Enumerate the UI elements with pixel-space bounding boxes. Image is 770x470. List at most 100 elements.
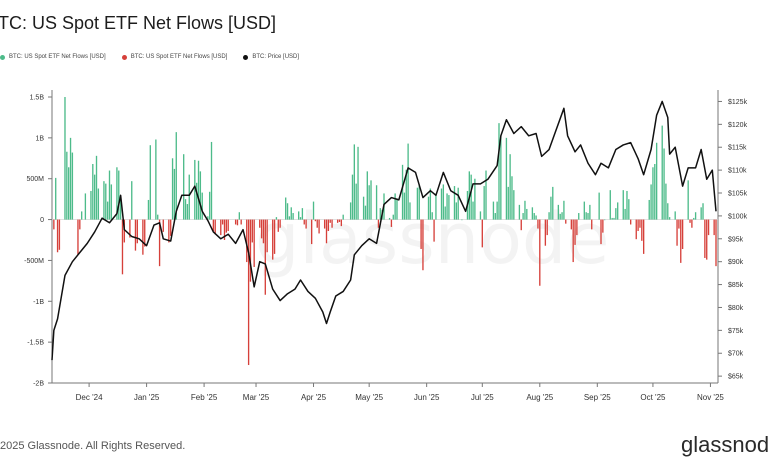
outflow-bar <box>572 219 574 263</box>
inflow-bar <box>552 186 554 220</box>
inflow-bar <box>694 212 697 220</box>
inflow-bar <box>93 174 96 220</box>
inflow-bar <box>394 193 396 220</box>
inflow-bar <box>286 203 289 220</box>
inflow-bar <box>622 190 624 220</box>
legend-label-price: BTC: Price [USD] <box>252 54 300 60</box>
outflow-bar <box>630 219 632 225</box>
outflow-bar <box>264 219 266 295</box>
x-tick-label: Feb '25 <box>191 393 218 402</box>
outflow-bar <box>635 219 637 240</box>
inflow-bar <box>66 151 68 220</box>
y-left-tick-label: 1B <box>35 135 44 142</box>
inflow-bar <box>84 193 87 220</box>
outflow-bar <box>158 219 161 267</box>
inflow-bar <box>131 181 133 220</box>
inflow-bar <box>110 184 113 220</box>
inflow-bar <box>299 217 302 220</box>
inflow-bar <box>55 177 57 220</box>
inflow-bar <box>155 139 157 220</box>
inflow-bar <box>557 204 560 220</box>
inflow-bar <box>349 202 352 220</box>
inflow-bar <box>210 141 213 220</box>
outflow-bar <box>544 219 547 246</box>
inflow-bar <box>559 213 561 220</box>
legend-item-price[interactable]: BTC: Price [USD] <box>243 54 299 60</box>
outflow-bar <box>134 219 137 251</box>
inflow-bar <box>407 143 409 220</box>
inflow-bar <box>238 212 240 220</box>
glassnode-logo[interactable]: glassnod <box>681 432 770 457</box>
y-right-tick-label: $70k <box>728 351 744 358</box>
inflow-bar <box>615 208 617 220</box>
y-left-tick-label: -1.5B <box>27 340 44 347</box>
outflow-bar <box>327 219 330 232</box>
outflow-bar <box>642 219 645 254</box>
inflow-bar <box>353 144 355 220</box>
inflow-bar <box>290 207 292 220</box>
inflow-bar <box>119 197 122 220</box>
inflow-bar <box>700 207 702 220</box>
legend-item-positive-flows[interactable]: BTC: US Spot ETF Net Flows [USD] <box>0 54 106 60</box>
outflow-bar <box>136 219 138 244</box>
inflow-bar <box>351 174 354 220</box>
inflow-bar <box>446 193 448 220</box>
inflow-bar <box>106 201 109 220</box>
inflow-bar <box>522 213 524 220</box>
inflow-bar <box>81 211 83 220</box>
outflow-bar <box>123 219 126 243</box>
inflow-bar <box>687 180 689 220</box>
inflow-bar <box>375 185 378 220</box>
inflow-bar <box>457 187 459 220</box>
inflow-bar <box>474 178 476 220</box>
inflow-bar <box>312 201 315 220</box>
x-tick-label: Jan '25 <box>134 393 160 402</box>
inflow-bar <box>585 212 587 220</box>
legend-item-negative-flows[interactable]: BTC: US Spot ETF Net Flows [USD] <box>121 54 227 60</box>
outflow-bar <box>377 219 380 228</box>
outflow-bar <box>323 219 326 229</box>
inflow-bar <box>298 211 300 220</box>
inflow-bar <box>431 212 433 220</box>
outflow-bar <box>637 219 639 232</box>
y-left-tick-label: -2B <box>33 381 44 388</box>
legend-swatch-negative <box>121 54 127 60</box>
outflow-bar <box>678 219 680 229</box>
inflow-bar <box>71 152 74 220</box>
inflow-bar <box>461 219 463 221</box>
inflow-bar <box>509 154 511 220</box>
y-right-tick-label: $80k <box>728 305 744 312</box>
inflow-bar <box>526 208 528 220</box>
outflow-bar <box>600 219 602 245</box>
y-left-tick-label: 0 <box>40 217 44 224</box>
outflow-bar <box>537 219 539 229</box>
x-tick-label: Mar '25 <box>243 393 270 402</box>
inflow-bar <box>496 201 498 220</box>
outflow-bar <box>336 219 339 223</box>
inflow-bar <box>663 148 665 220</box>
inflow-bar <box>92 164 94 220</box>
outflow-bar <box>591 219 593 230</box>
outflow-bar <box>277 219 279 232</box>
inflow-bar <box>405 169 407 220</box>
outflow-bar <box>338 219 341 223</box>
outflow-bar <box>481 219 483 248</box>
outflow-bar <box>520 219 522 231</box>
x-tick-label: Apr '25 <box>301 393 327 402</box>
inflow-bar <box>196 182 198 220</box>
outflow-bar <box>639 219 641 228</box>
outflow-bar <box>259 219 261 228</box>
outflow-bar <box>641 219 643 241</box>
y-right-tick-label: $95k <box>728 236 744 243</box>
y-right-tick-label: $110k <box>728 168 747 175</box>
inflow-bar <box>470 174 472 220</box>
inflow-bar <box>563 200 565 220</box>
outflow-bar <box>121 219 124 275</box>
outflow-bar <box>142 219 144 255</box>
outflow-bar <box>433 219 435 242</box>
inflow-bar <box>667 203 669 220</box>
outflow-bar <box>266 219 268 253</box>
inflow-bar <box>598 192 600 220</box>
inflow-bar <box>208 191 211 220</box>
price-line <box>51 100 717 361</box>
